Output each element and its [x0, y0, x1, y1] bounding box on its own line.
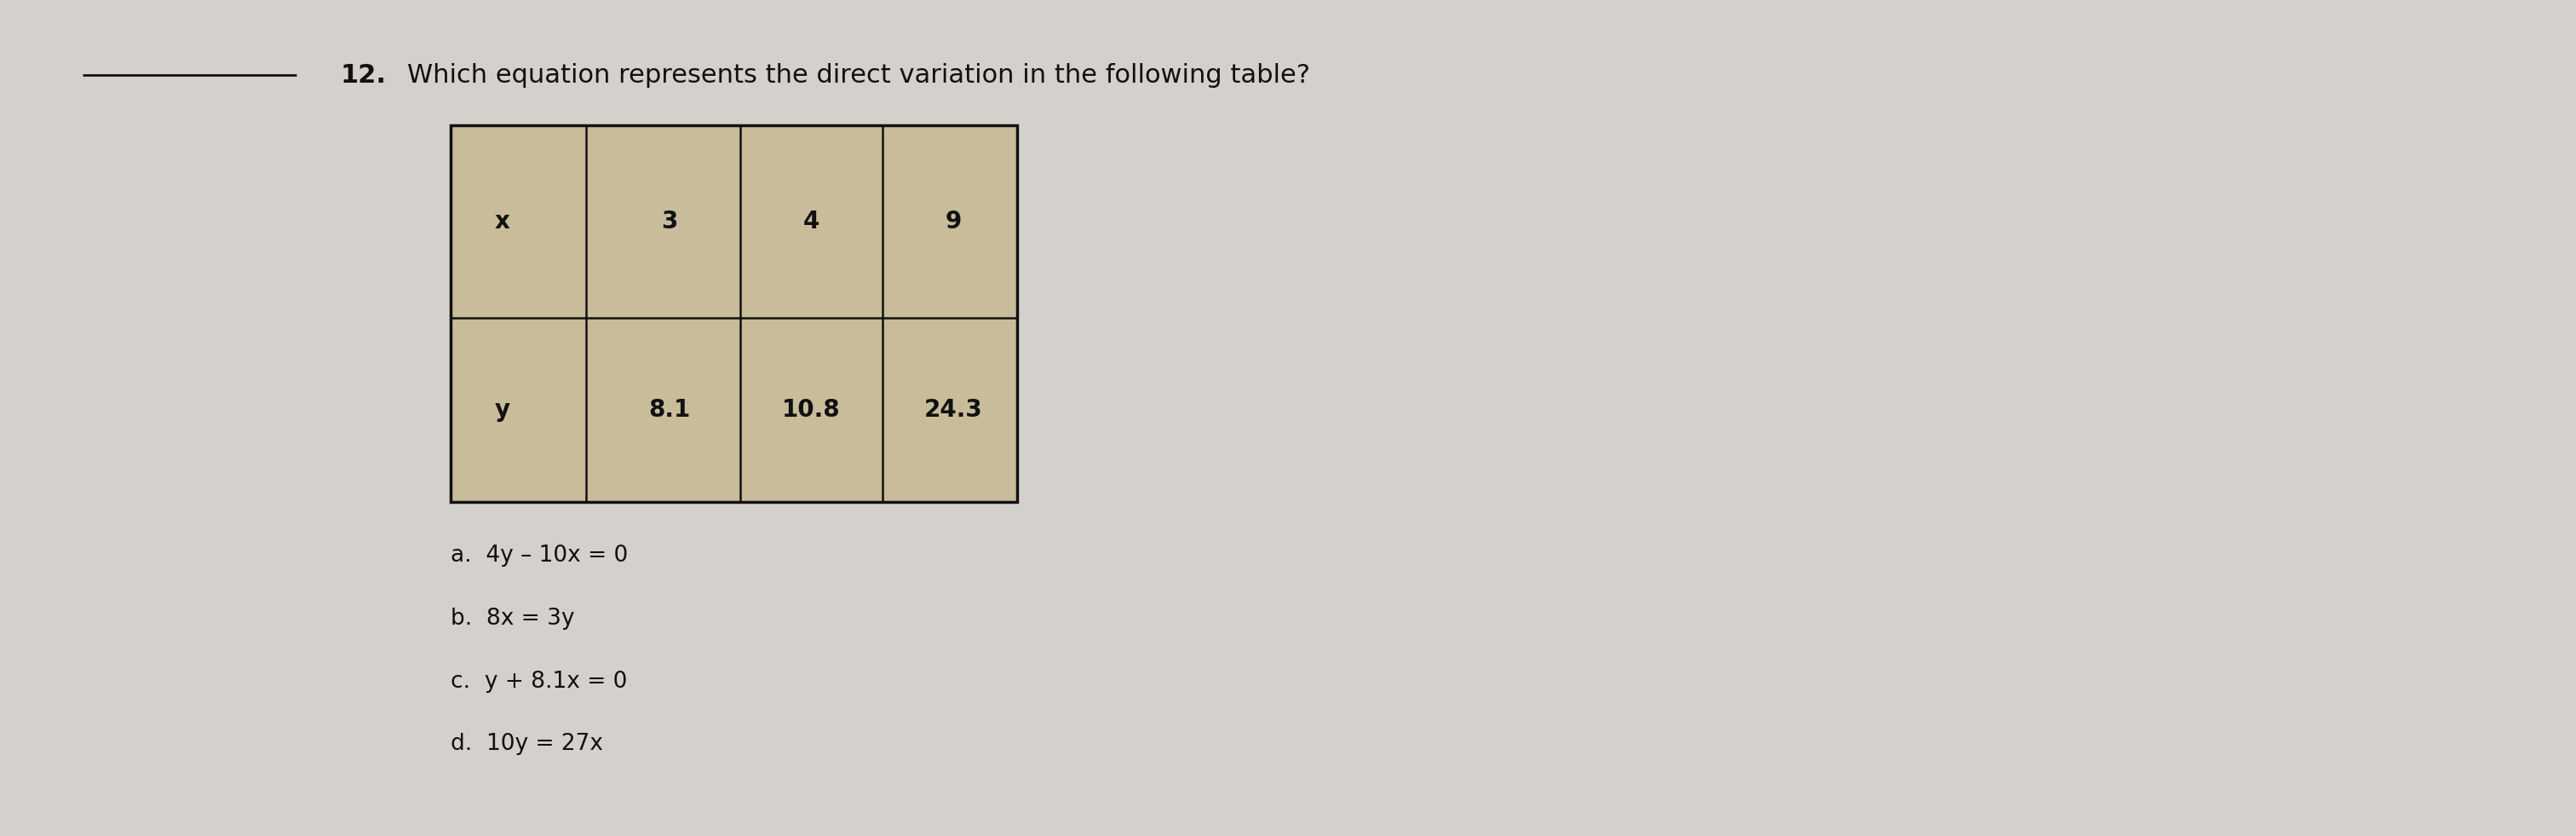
Text: 4: 4: [804, 210, 819, 233]
Text: 8.1: 8.1: [649, 398, 690, 421]
Text: 12.: 12.: [340, 63, 386, 88]
Text: d.  10y = 27x: d. 10y = 27x: [451, 733, 603, 755]
Text: 24.3: 24.3: [925, 398, 981, 421]
Text: y: y: [495, 398, 510, 421]
Text: 10.8: 10.8: [783, 398, 840, 421]
Text: Which equation represents the direct variation in the following table?: Which equation represents the direct var…: [407, 63, 1311, 88]
Text: a.  4y – 10x = 0: a. 4y – 10x = 0: [451, 545, 629, 567]
Text: c.  y + 8.1x = 0: c. y + 8.1x = 0: [451, 670, 629, 692]
Text: b.  8x = 3y: b. 8x = 3y: [451, 608, 574, 630]
Bar: [451, 125, 1018, 502]
Bar: [451, 125, 1018, 318]
Text: x: x: [495, 210, 510, 233]
Bar: [451, 318, 1018, 502]
Text: 3: 3: [662, 210, 677, 233]
Text: 9: 9: [945, 210, 961, 233]
